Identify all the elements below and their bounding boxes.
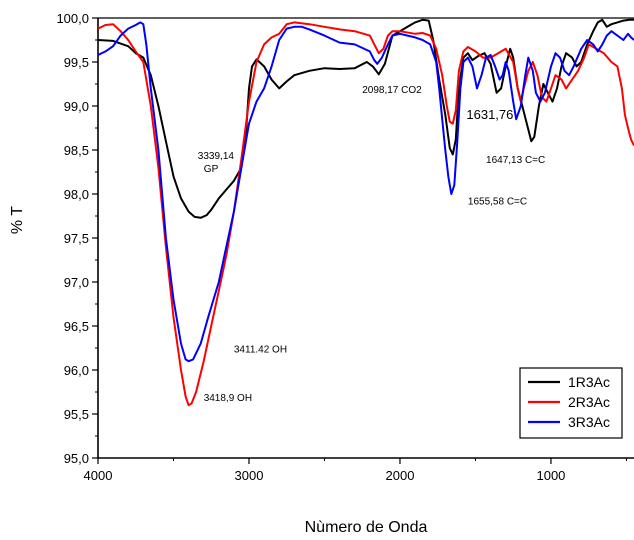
y-tick-label: 97,5 bbox=[64, 231, 89, 246]
y-tick-label: 98,0 bbox=[64, 187, 89, 202]
annotation-co2: 2098,17 CO2 bbox=[362, 85, 422, 96]
annotation-oh-3418: 3418,9 OH bbox=[204, 393, 252, 404]
annotation-line: 3411.42 OH bbox=[234, 344, 287, 355]
annotation-line: GP bbox=[204, 164, 219, 175]
series-lines bbox=[98, 18, 634, 407]
y-tick-label: 99,5 bbox=[64, 55, 89, 70]
annotation-line: 2098,17 CO2 bbox=[362, 85, 422, 96]
annotation-cc-1647: 1647,13 C=C bbox=[486, 155, 545, 166]
y-tick-label: 98,5 bbox=[64, 143, 89, 158]
axes: 95,0 95,5 96,0 96,5 97,0 97,5 98,0 98,5 99,0 99,5… bbox=[56, 11, 634, 483]
y-tick-label: 97,0 bbox=[64, 275, 89, 290]
y-axis-title: % T bbox=[9, 206, 26, 234]
y-tick-label: 100,0 bbox=[56, 11, 89, 26]
annotation-oh-3411: 3411.42 OH bbox=[234, 344, 287, 355]
annotation-cc-1631: 1631,76 bbox=[466, 107, 513, 122]
x-tick-label: 2000 bbox=[386, 468, 415, 483]
series-3R3Ac bbox=[98, 21, 634, 363]
legend: 1R3Ac 2R3Ac 3R3Ac bbox=[519, 367, 623, 439]
annotation-line: 3418,9 OH bbox=[204, 393, 252, 404]
x-tick-label: 3000 bbox=[235, 468, 264, 483]
x-tick-label: 1000 bbox=[536, 468, 565, 483]
annotation-line: 1631,76 bbox=[466, 107, 513, 122]
legend-label-2R3Ac: 2R3Ac bbox=[568, 394, 610, 410]
legend-label-1R3Ac: 1R3Ac bbox=[568, 374, 610, 390]
y-tick-label: 99,0 bbox=[64, 99, 89, 114]
annotation-line: 3339,14 bbox=[198, 151, 235, 162]
y-tick-label: 95,0 bbox=[64, 451, 89, 466]
legend-label-3R3Ac: 3R3Ac bbox=[568, 414, 610, 430]
y-tick-label: 95,5 bbox=[64, 407, 89, 422]
series-2R3Ac bbox=[98, 21, 634, 407]
y-tick-label: 96,0 bbox=[64, 363, 89, 378]
annotation-line: 1655,58 C=C bbox=[468, 197, 527, 208]
annotations: 3339,14 GP 3411.42 OH 3418,9 OH 2098,17 CO2 1… bbox=[198, 85, 545, 404]
annotation-cc-1655: 1655,58 C=C bbox=[468, 197, 527, 208]
x-axis-title: Nùmero de Onda bbox=[305, 519, 428, 536]
annotation-gp: 3339,14 GP bbox=[198, 151, 235, 175]
annotation-line: 1647,13 C=C bbox=[486, 155, 545, 166]
x-tick-label: 4000 bbox=[84, 468, 113, 483]
y-tick-label: 96,5 bbox=[64, 319, 89, 334]
